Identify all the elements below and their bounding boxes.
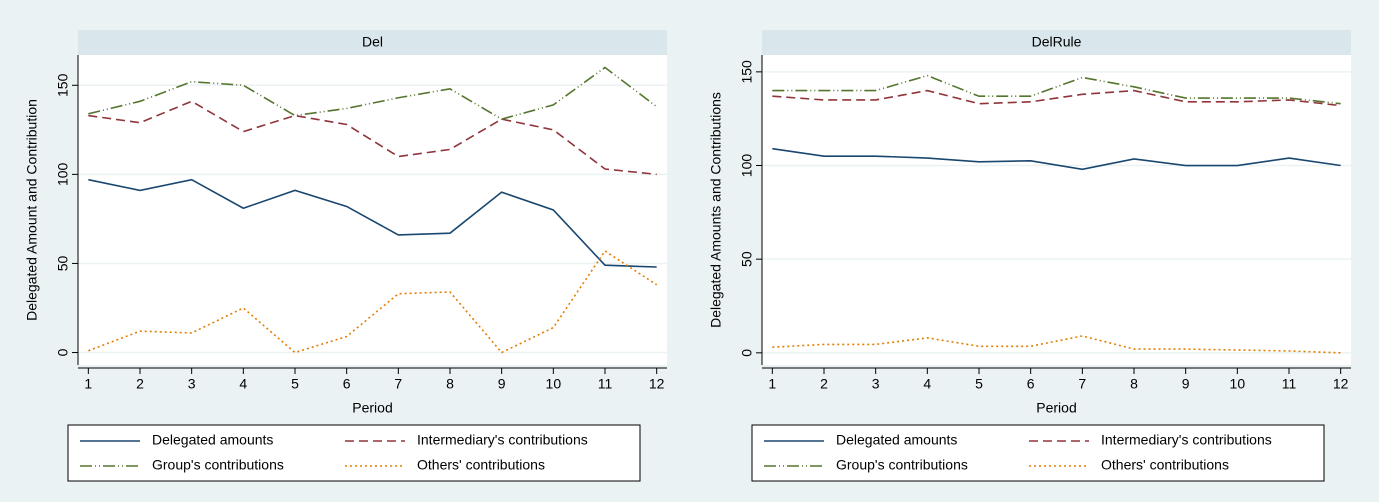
y-tick-label: 150 xyxy=(739,60,755,84)
title-strip xyxy=(762,30,1351,55)
y-tick-label: 100 xyxy=(55,162,71,186)
y-tick-label: 50 xyxy=(739,251,755,267)
x-tick-label: 5 xyxy=(291,376,299,392)
x-tick-label: 12 xyxy=(649,376,665,392)
y-tick-label: 0 xyxy=(55,348,71,356)
x-tick-label: 3 xyxy=(188,376,196,392)
x-tick-label: 10 xyxy=(546,376,562,392)
legend-label: Intermediary's contributions xyxy=(1101,432,1272,448)
y-tick-label: 100 xyxy=(739,154,755,178)
x-axis-label: Period xyxy=(352,400,392,416)
series-line xyxy=(772,335,1341,354)
y-axis-label: Delegated Amount and Contribution xyxy=(24,99,40,321)
x-tick-label: 10 xyxy=(1230,376,1246,392)
y-axis-label: Delegated Amounts and Contributions xyxy=(708,92,724,328)
legend-label: Others' contributions xyxy=(417,457,545,473)
x-tick-label: 4 xyxy=(923,376,931,392)
x-axis-label: Period xyxy=(1036,400,1076,416)
x-tick-label: 11 xyxy=(1282,376,1297,392)
plot-area xyxy=(78,55,667,365)
x-tick-label: 4 xyxy=(239,376,247,392)
x-tick-label: 3 xyxy=(872,376,880,392)
chart-title: DelRule xyxy=(1032,34,1082,50)
series-line xyxy=(772,74,1341,105)
x-tick-label: 7 xyxy=(394,376,402,392)
x-tick-label: 9 xyxy=(498,376,506,392)
legend-box xyxy=(67,424,641,482)
series-line xyxy=(88,249,658,354)
x-tick-label: 1 xyxy=(768,376,776,392)
series-line xyxy=(88,100,657,176)
x-tick-label: 7 xyxy=(1078,376,1086,392)
x-tick-label: 8 xyxy=(446,376,454,392)
x-tick-label: 11 xyxy=(598,376,613,392)
x-tick-label: 2 xyxy=(136,376,144,392)
title-strip xyxy=(78,30,667,55)
x-tick-label: 8 xyxy=(1130,376,1138,392)
legend-label: Group's contributions xyxy=(836,457,968,473)
x-tick-label: 5 xyxy=(975,376,983,392)
series-line xyxy=(88,66,658,120)
y-tick-label: 0 xyxy=(739,349,755,357)
series-line xyxy=(772,89,1341,107)
y-tick-label: 50 xyxy=(55,255,71,271)
legend-label: Intermediary's contributions xyxy=(417,432,588,448)
chart-title: Del xyxy=(362,34,383,50)
legend-box xyxy=(751,424,1325,482)
legend-label: Group's contributions xyxy=(152,457,284,473)
x-tick-label: 12 xyxy=(1333,376,1349,392)
x-tick-label: 9 xyxy=(1182,376,1190,392)
x-tick-label: 6 xyxy=(1027,376,1035,392)
x-tick-label: 2 xyxy=(820,376,828,392)
x-tick-label: 6 xyxy=(343,376,351,392)
plot-area xyxy=(762,55,1351,365)
x-tick-label: 1 xyxy=(84,376,92,392)
legend-label: Delegated amounts xyxy=(152,432,273,448)
series-line xyxy=(88,178,657,268)
legend-label: Others' contributions xyxy=(1101,457,1229,473)
series-line xyxy=(772,147,1341,171)
y-tick-label: 150 xyxy=(55,73,71,97)
legend-label: Delegated amounts xyxy=(836,432,957,448)
